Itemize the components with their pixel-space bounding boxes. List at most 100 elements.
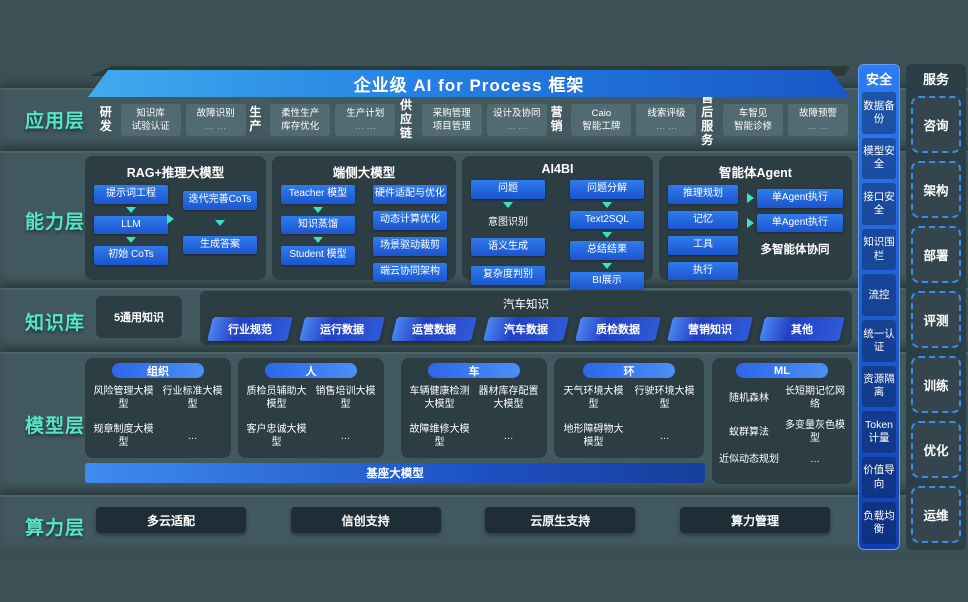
- compute-chip: 多云适配: [96, 507, 246, 533]
- flow-box: Text2SQL: [570, 210, 644, 229]
- agent-exec-row: 单Agent执行: [747, 189, 843, 208]
- general-knowledge-label: 5通用知识: [113, 312, 165, 324]
- app-chip: 故障预警 … …: [788, 103, 848, 137]
- model-cell: 蚁群算法: [729, 426, 769, 438]
- model-cell: 近似动态规划: [719, 454, 779, 465]
- service-item: 部署: [911, 226, 961, 283]
- multi-agent-caption: 多智能体协同: [760, 244, 830, 256]
- flow-box: 工具: [668, 236, 738, 255]
- flow-box: 场景驱动裁剪: [373, 237, 447, 256]
- model-panel-header: ML: [736, 363, 828, 378]
- service-column: 服务 咨询 架构 部署 评测 训练 优化 运维: [906, 64, 966, 550]
- model-cell: 地形障碍物大模型: [563, 424, 624, 448]
- edge-columns: Teacher 模型 知识蒸馏 Student 模型 硬件适配与优化 动态计算优…: [281, 185, 447, 282]
- framework-title: 企业级 AI for Process 框架: [353, 76, 585, 95]
- app-chip: 车智见 智能诊修: [723, 103, 783, 137]
- knowledge-chip: 其他: [759, 317, 845, 341]
- arrow-right-icon: [747, 217, 754, 228]
- model-cell: …: [503, 430, 514, 442]
- model-panel-organization: 组织 风险管理大模型 行业标准大模型 规章制度大模型 …: [85, 358, 231, 458]
- app-chip-line: … …: [505, 120, 528, 132]
- flow-text: 意图识别: [488, 216, 528, 228]
- model-panel-header: 人: [265, 363, 357, 378]
- flow-box: Teacher 模型: [281, 185, 355, 204]
- knowledge-chip-label: 运营数据: [412, 324, 456, 336]
- application-layer-content: 研发 知识库 试验认证 故障识别 … … 生产 柔性生产 库存优化 生产计划 ……: [96, 91, 848, 147]
- flow-box: 端云协同架构: [373, 263, 447, 282]
- flow-box: LLM: [94, 215, 168, 234]
- rag-panel: RAG+推理大模型 提示词工程 LLM 初始 CoTs 迭代完善CoTs 生成答…: [85, 156, 266, 280]
- ai4bi-right-column: 问题分解 Text2SQL 总结结果 BI展示: [570, 180, 644, 290]
- model-cell: 行驶环境大模型: [634, 386, 695, 410]
- arrow-down-icon: [602, 201, 612, 208]
- model-grid: 车辆健康检测大模型 器材库存配置大模型 故障维修大模型 …: [406, 385, 542, 449]
- flow-box: 记忆: [668, 210, 738, 229]
- security-column: 安全 数据备份 模型安全 接口安全 知识围栏 流控 统一认证 资源隔离 Toke…: [858, 64, 900, 550]
- knowledge-chip-label: 质检数据: [596, 324, 640, 336]
- app-chip: 故障识别 … …: [185, 103, 246, 137]
- app-chip-line: 故障识别: [196, 107, 235, 119]
- model-cell: …: [659, 430, 670, 442]
- layer-label-application: 应用层: [24, 111, 85, 132]
- app-chip-line: … …: [807, 121, 829, 132]
- model-grid: 随机森林 长短期记忆网络 蚁群算法 多变量灰色模型 近似动态规划 …: [717, 385, 847, 466]
- app-chip: 线索评级 … …: [636, 103, 697, 137]
- knowledge-chip: 行业规范: [207, 317, 293, 341]
- model-grid: 质检员辅助大模型 销售培训大模型 客户忠诚大模型 …: [243, 385, 379, 449]
- arrow-down-icon: [313, 237, 323, 243]
- agent-exec-row: 单Agent执行: [747, 213, 843, 232]
- app-group-supply-chain: 供应链 采购管理 项目管理 设计及协同 … …: [395, 98, 547, 140]
- base-model-banner: 基座大模型: [85, 463, 705, 483]
- flow-box: 提示词工程: [94, 185, 168, 204]
- app-chip: Caio 智能工牌: [571, 103, 632, 137]
- edge-left-column: Teacher 模型 知识蒸馏 Student 模型: [281, 185, 355, 282]
- edge-right-column: 硬件适配与优化 动态计算优化 场景驱动裁剪 端云协同架构: [373, 185, 447, 282]
- ai4bi-left-column: 问题 意图识别 语义生成 复杂度判别: [471, 180, 545, 285]
- model-cell: 销售培训大模型: [315, 386, 376, 410]
- app-chip-line: 知识库: [136, 107, 165, 119]
- model-grid: 风险管理大模型 行业标准大模型 规章制度大模型 …: [90, 385, 226, 449]
- flow-box: 总结结果: [570, 241, 644, 260]
- flow-box: 硬件适配与优化: [373, 185, 447, 204]
- app-chip-line: 智能工牌: [582, 121, 621, 132]
- app-chip-line: … …: [354, 121, 377, 132]
- agent-columns: 推理规划 记忆 工具 执行 单Agent执行 单Agent执行 多智能体协同: [668, 185, 843, 282]
- base-model-label: 基座大模型: [366, 468, 424, 480]
- layer-label-capability: 能力层: [24, 212, 85, 233]
- compute-chip: 云原生支持: [485, 507, 636, 533]
- arrow-down-icon: [313, 206, 323, 213]
- arrow-down-icon: [602, 232, 612, 238]
- model-panel-header: 组织: [112, 363, 204, 378]
- app-group-label: 研发: [99, 105, 112, 133]
- model-cell: 行业标准大模型: [162, 386, 223, 410]
- knowledge-chip-label: 行业规范: [228, 324, 272, 336]
- security-item: 资源隔离: [862, 365, 896, 408]
- model-cell: 多变量灰色模型: [785, 420, 845, 444]
- model-grid: 天气环境大模型 行驶环境大模型 地形障碍物大模型 …: [559, 385, 699, 449]
- framework-title-banner: 企业级 AI for Process 框架: [88, 70, 850, 97]
- knowledge-chip: 运行数据: [299, 317, 385, 341]
- knowledge-chip-label: 其他: [791, 324, 813, 336]
- model-cell: …: [810, 454, 820, 465]
- flow-box: 单Agent执行: [757, 213, 843, 232]
- app-chip-line: 柔性生产: [281, 107, 320, 119]
- flow-box: 语义生成: [471, 237, 545, 256]
- compute-chip: 信创支持: [290, 507, 441, 533]
- arrow-down-icon: [126, 206, 136, 213]
- ai4bi-panel: AI4BI 问题 意图识别 语义生成 复杂度判别 问题分解 Text2SQL 总…: [462, 156, 653, 290]
- security-item: 负载均衡: [862, 502, 896, 544]
- model-cell: 长短期记忆网络: [785, 386, 845, 410]
- rag-right-column: 迭代完善CoTs 生成答案: [183, 185, 257, 282]
- flow-box: 推理规划: [668, 185, 738, 204]
- model-panel-header: 车: [428, 363, 520, 378]
- model-cell: 质检员辅助大模型: [246, 386, 307, 410]
- app-group-marketing: 营销 Caio 智能工牌 线索评级 … …: [547, 103, 697, 137]
- app-chip: 生产计划 … …: [335, 103, 396, 137]
- app-chip-line: 库存优化: [281, 121, 320, 132]
- model-cell: 客户忠诚大模型: [246, 424, 307, 448]
- arrow-down-icon: [602, 262, 612, 269]
- service-item: 运维: [911, 486, 961, 543]
- ai4bi-columns: 问题 意图识别 语义生成 复杂度判别 问题分解 Text2SQL 总结结果 BI…: [471, 180, 644, 290]
- agent-panel-title: 智能体Agent: [719, 166, 792, 180]
- general-knowledge-box: 5通用知识: [96, 296, 182, 338]
